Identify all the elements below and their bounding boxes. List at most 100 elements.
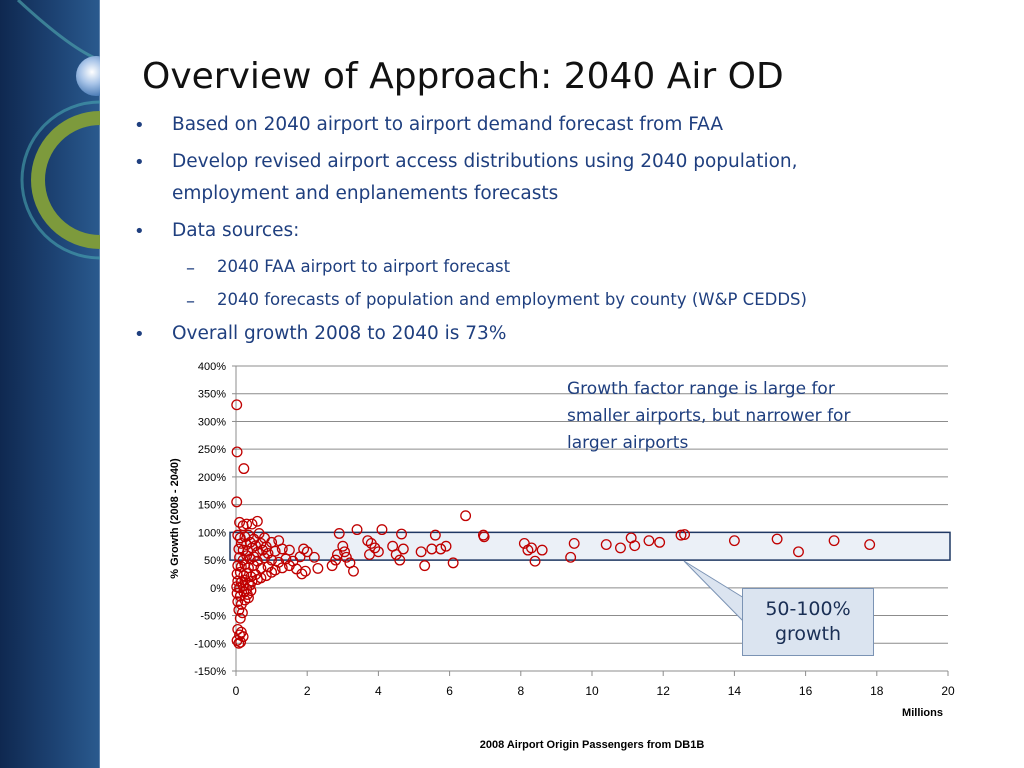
callout-line: growth xyxy=(774,623,842,645)
data-point xyxy=(301,546,313,558)
data-point xyxy=(396,528,407,540)
y-tick-label: -50% xyxy=(200,611,226,623)
data-point xyxy=(529,555,541,567)
data-point xyxy=(643,535,655,547)
data-point xyxy=(426,543,438,555)
sub-bullet-text: 2040 FAA airport to airport forecast xyxy=(217,257,511,276)
y-tick-label: 0% xyxy=(210,583,226,595)
x-tick-label: 12 xyxy=(657,684,671,698)
y-tick-label: 250% xyxy=(198,444,226,456)
data-point xyxy=(231,446,243,458)
data-point xyxy=(828,535,840,547)
x-tick-label: 0 xyxy=(233,684,240,698)
data-point xyxy=(298,543,310,555)
data-point xyxy=(231,496,243,508)
bullet-text: Based on 2040 airport to airport demand … xyxy=(172,114,724,135)
bullet-text: employment and enplanements forecasts xyxy=(172,183,559,204)
data-point xyxy=(231,587,243,599)
y-tick-label: 300% xyxy=(198,416,226,428)
data-point xyxy=(243,592,254,604)
x-tick-label: 16 xyxy=(799,684,813,698)
data-point xyxy=(235,636,247,648)
data-point xyxy=(460,510,472,522)
data-point xyxy=(351,524,363,536)
sub-bullet-marker: – xyxy=(186,258,195,279)
data-point xyxy=(312,562,324,574)
data-point xyxy=(419,560,431,572)
x-tick-label: 2 xyxy=(304,684,311,698)
x-tick-label: 8 xyxy=(517,684,524,698)
data-point xyxy=(245,585,257,597)
x-tick-label: 14 xyxy=(728,684,742,698)
data-point xyxy=(337,540,349,552)
data-point xyxy=(232,623,244,635)
data-point xyxy=(340,551,352,563)
data-point xyxy=(793,546,804,558)
x-tick-label: 10 xyxy=(585,684,599,698)
x-axis-label: 2008 Airport Origin Passengers from DB1B xyxy=(480,739,705,751)
data-point xyxy=(233,637,245,649)
data-point xyxy=(397,543,409,555)
data-point xyxy=(241,518,253,530)
y-tick-label: 400% xyxy=(198,361,226,373)
data-point xyxy=(333,528,345,539)
data-point xyxy=(276,543,288,555)
bullet-text: Develop revised airport access distribut… xyxy=(172,151,798,172)
slide-title: Overview of Approach: 2040 Air OD xyxy=(142,56,784,97)
data-point xyxy=(330,554,342,566)
callout-box: 50-100% growth xyxy=(742,588,874,656)
data-point xyxy=(429,529,441,541)
data-point xyxy=(771,533,783,545)
y-tick-label: -150% xyxy=(194,666,226,678)
data-point xyxy=(565,551,577,563)
y-tick-label: 50% xyxy=(204,555,226,567)
data-point xyxy=(234,516,246,528)
x-tick-label: 4 xyxy=(375,684,382,698)
sub-bullet-text: 2040 forecasts of population and employm… xyxy=(217,290,807,309)
data-point xyxy=(654,536,666,548)
sub-bullet-marker: – xyxy=(186,291,195,312)
data-point xyxy=(260,570,272,582)
x-tick-label: 20 xyxy=(941,684,955,698)
data-point xyxy=(339,546,351,558)
data-point xyxy=(231,399,243,411)
data-point xyxy=(362,535,374,547)
data-point xyxy=(233,604,245,616)
data-point xyxy=(679,529,691,541)
data-point xyxy=(348,565,359,577)
data-point xyxy=(372,546,384,558)
bullet-text: Overall growth 2008 to 2040 is 73% xyxy=(172,323,507,344)
data-point xyxy=(251,574,263,585)
data-point xyxy=(237,580,249,592)
data-point xyxy=(257,544,269,556)
data-point xyxy=(376,524,388,536)
y-tick-label: -100% xyxy=(194,638,226,650)
annotation-line: smaller airports, but narrower for xyxy=(567,406,851,426)
slide-decoration-sidebar xyxy=(0,0,100,768)
data-point xyxy=(246,518,258,530)
data-point xyxy=(440,540,452,552)
bullet-marker: • xyxy=(134,152,145,173)
bullet-marker: • xyxy=(134,115,145,136)
bullet-marker: • xyxy=(134,324,145,345)
data-point xyxy=(435,543,447,555)
callout-line: 50-100% xyxy=(765,598,851,620)
y-tick-label: 350% xyxy=(198,389,226,401)
annotation-line: Growth factor range is large for xyxy=(567,379,835,399)
data-point xyxy=(299,565,311,577)
data-point xyxy=(308,551,320,563)
x-tick-label: 6 xyxy=(446,684,453,698)
x-unit-label: Millions xyxy=(902,707,943,719)
data-point xyxy=(250,569,262,580)
data-point xyxy=(728,535,740,547)
y-axis-label: % Growth (2008 - 2040) xyxy=(169,458,181,579)
data-point xyxy=(536,544,548,556)
data-point xyxy=(864,539,876,551)
data-point xyxy=(629,540,641,552)
chart-annotation: Growth factor range is large for smaller … xyxy=(567,376,897,457)
data-point xyxy=(526,542,537,554)
data-point xyxy=(568,538,580,549)
data-point xyxy=(236,607,248,619)
data-point xyxy=(232,596,244,608)
